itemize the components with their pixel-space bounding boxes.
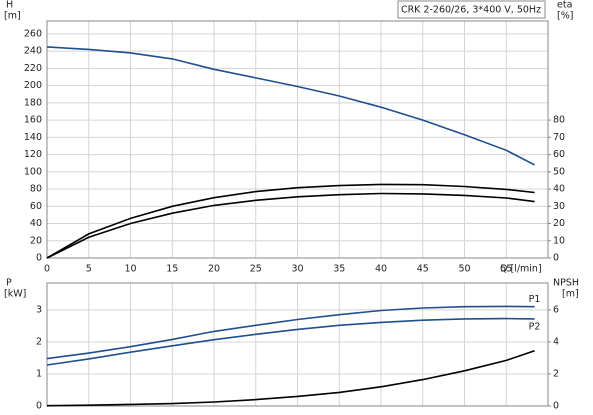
y-tick-label: 2	[36, 336, 42, 347]
x-tick-label: 55	[500, 264, 512, 275]
y-tick-label: 220	[24, 63, 42, 74]
y2-tick-label: 60	[553, 149, 565, 160]
y-tick-label: 120	[24, 149, 42, 160]
y2-axis-unit: [%]	[557, 11, 573, 22]
x-tick-label: 5	[86, 264, 92, 275]
plot-frame	[46, 20, 549, 259]
y-tick-label: 1	[36, 368, 42, 379]
y2-tick-label: 10	[553, 235, 565, 246]
y-tick-label: 240	[24, 46, 42, 57]
x-axis-label: Q [l/min]	[500, 264, 542, 275]
y-tick-label: 0	[36, 401, 42, 412]
y-tick-label: 100	[24, 166, 42, 177]
title-box	[397, 0, 546, 19]
x-tick-label: 15	[166, 264, 178, 275]
x-tick-label: 20	[208, 264, 220, 275]
y2-axis-unit: [m]	[562, 289, 579, 300]
y2-axis-label: NPSH	[553, 278, 579, 289]
y2-tick-label: 30	[553, 201, 565, 212]
curve-label: P2	[529, 321, 541, 332]
x-tick-label: 40	[375, 264, 387, 275]
curve	[46, 46, 535, 166]
y-tick-label: 80	[30, 184, 42, 195]
y2-tick-label: 40	[553, 184, 565, 195]
y2-tick-label: 0	[553, 253, 559, 264]
plot-frame	[46, 282, 549, 407]
y2-tick-label: 4	[553, 336, 559, 347]
x-tick-label: 25	[250, 264, 262, 275]
chart-title: CRK 2-260/26, 3*400 V, 50Hz	[401, 5, 541, 16]
y2-tick-label: 80	[553, 115, 565, 126]
curve	[46, 317, 535, 366]
y2-tick-label: 6	[553, 304, 559, 315]
curve	[46, 183, 535, 259]
y-tick-label: 40	[30, 218, 42, 229]
curve	[46, 305, 535, 360]
y2-axis-label: eta	[557, 0, 572, 11]
curve	[46, 192, 535, 259]
y2-tick-label: 50	[553, 166, 565, 177]
x-tick-label: 10	[124, 264, 136, 275]
y2-tick-label: 0	[553, 401, 559, 412]
y-tick-label: 180	[24, 97, 42, 108]
y-tick-label: 20	[30, 235, 42, 246]
curve-label: P1	[529, 294, 541, 305]
y-tick-label: 200	[24, 80, 42, 91]
y-tick-label: 140	[24, 132, 42, 143]
y-tick-label: 3	[36, 304, 42, 315]
y-axis-unit: [kW]	[4, 289, 26, 300]
x-tick-label: 30	[291, 264, 303, 275]
y2-tick-label: 70	[553, 132, 565, 143]
y-axis-label: P	[6, 278, 12, 289]
y-tick-label: 260	[24, 28, 42, 39]
x-tick-label: 35	[333, 264, 345, 275]
x-tick-label: 0	[44, 264, 50, 275]
y-axis-label: H	[6, 0, 13, 11]
y-tick-label: 60	[30, 201, 42, 212]
y-tick-label: 0	[36, 253, 42, 264]
x-tick-label: 45	[417, 264, 429, 275]
y2-tick-label: 20	[553, 218, 565, 229]
y-tick-label: 160	[24, 115, 42, 126]
y-axis-unit: [m]	[4, 11, 21, 22]
curve	[46, 349, 535, 407]
y2-tick-label: 2	[553, 368, 559, 379]
x-tick-label: 50	[458, 264, 470, 275]
